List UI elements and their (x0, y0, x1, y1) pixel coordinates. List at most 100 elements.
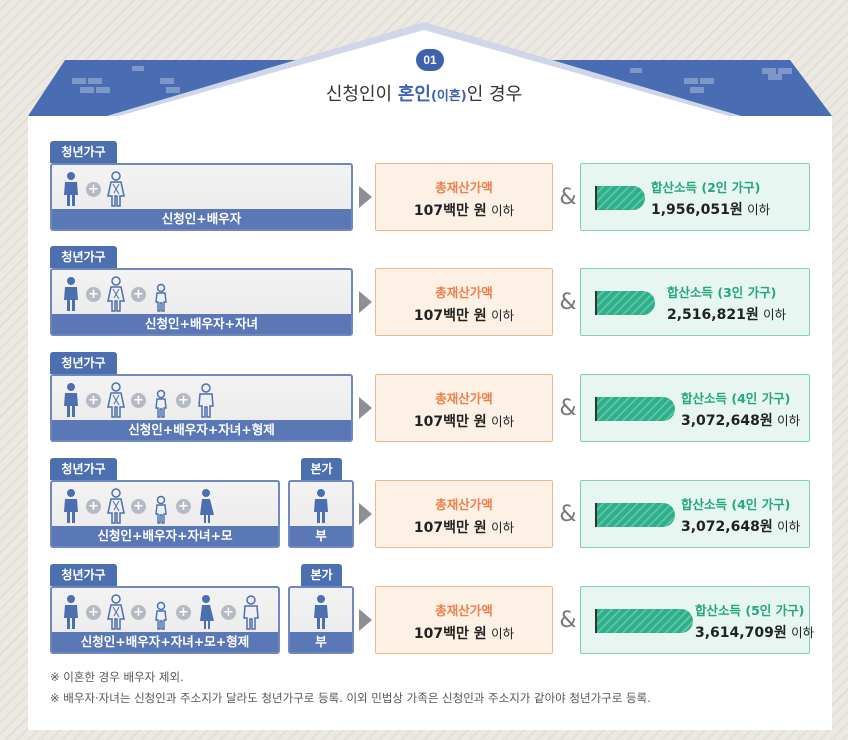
title-prefix: 신청인이 (325, 84, 398, 105)
household-row: 청년가구 + + + + 신청인+배우자+자녀+모+형제 본가 부 총재산가액 … (0, 564, 848, 660)
household-tag: 청년가구 (50, 246, 117, 268)
ampersand: & (559, 290, 577, 315)
income-value: 3,072,648원 이하 (681, 410, 800, 430)
income-bar (595, 503, 675, 527)
arrow-right-icon (359, 503, 372, 525)
income-limit-box: 합산소득 (3인 가구) 2,516,821원 이하 (580, 268, 810, 336)
asset-amount: 107백만 원 (413, 203, 487, 219)
ampersand: & (559, 608, 577, 633)
income-value: 3,614,709원 이하 (695, 622, 814, 642)
ampersand: & (559, 396, 577, 421)
income-limit-box: 합산소득 (4인 가구) 3,072,648원 이하 (580, 374, 810, 442)
member-icons: + + + (60, 488, 217, 524)
applicant-icon (64, 383, 78, 417)
spouse-icon (107, 488, 125, 524)
parent-icons (310, 488, 332, 524)
income-amount: 3,072,648원 (681, 413, 773, 429)
plus-icon: + (131, 604, 146, 620)
household-row: 청년가구 + + + 신청인+배우자+자녀+형제 총재산가액 107백만 원 이… (0, 352, 848, 448)
income-suffix: 이하 (747, 202, 771, 217)
member-icons: + + (60, 276, 172, 312)
income-suffix: 이하 (791, 625, 815, 640)
income-limit-box: 합산소득 (2인 가구) 1,956,051원 이하 (580, 163, 810, 231)
parent-home-caption: 부 (290, 632, 352, 652)
child-icon (155, 389, 167, 418)
asset-title: 총재산가액 (435, 180, 493, 195)
income-amount: 1,956,051원 (651, 202, 743, 218)
title-suffix: 인 경우 (466, 84, 523, 105)
income-value: 2,516,821원 이하 (667, 304, 786, 324)
plus-icon: + (131, 286, 146, 302)
child-icon (155, 495, 167, 524)
applicant-icon (64, 595, 78, 629)
household-members-box: + + + 신청인+배우자+자녀+형제 (50, 374, 353, 442)
income-title: 합산소득 (4인 가구) (681, 391, 791, 406)
plus-icon: + (86, 286, 101, 302)
applicant-icon (64, 277, 78, 311)
asset-title: 총재산가액 (435, 285, 493, 300)
household-tag: 청년가구 (50, 141, 117, 163)
income-suffix: 이하 (777, 519, 801, 534)
sibling-icon (198, 383, 214, 418)
member-icons: + + + (60, 382, 217, 418)
asset-amount: 107백만 원 (413, 626, 487, 642)
asset-amount: 107백만 원 (413, 520, 487, 536)
footnote: ※ 배우자·자녀는 신청인과 주소지가 달라도 청년가구로 등록. 이외 민법상… (50, 691, 651, 705)
asset-title: 총재산가액 (435, 497, 493, 512)
household-row: 청년가구 + 신청인+배우자 총재산가액 107백만 원 이하 & 합산소득 (… (0, 141, 848, 237)
household-row: 청년가구 + + 신청인+배우자+자녀 총재산가액 107백만 원 이하 & 합… (0, 246, 848, 342)
income-value: 1,956,051원 이하 (651, 199, 770, 219)
income-title: 합산소득 (3인 가구) (667, 285, 777, 300)
child-icon (155, 601, 167, 630)
parent-home-tag: 본가 (301, 458, 342, 480)
income-bar (595, 397, 675, 421)
income-value: 3,072,648원 이하 (681, 516, 800, 536)
income-title: 합산소득 (5인 가구) (695, 603, 805, 618)
plus-icon: + (131, 498, 146, 514)
title-highlight: 혼인 (397, 84, 431, 105)
income-amount: 3,072,648원 (681, 519, 773, 535)
father-icon (314, 489, 328, 523)
plus-icon: + (86, 181, 101, 197)
parent-home-tag: 본가 (301, 564, 342, 586)
arrow-right-icon (359, 291, 372, 313)
footnote: ※ 이혼한 경우 배우자 제외. (50, 670, 184, 684)
plus-icon: + (176, 392, 191, 408)
asset-amount: 107백만 원 (413, 308, 487, 324)
asset-limit-box: 총재산가액 107백만 원 이하 (375, 268, 553, 336)
asset-value: 107백만 원 이하 (376, 517, 552, 537)
income-bar (595, 609, 693, 633)
household-members-box: + 신청인+배우자 (50, 163, 353, 231)
household-members-box: + + + 신청인+배우자+자녀+모 (50, 480, 280, 548)
income-suffix: 이하 (777, 413, 801, 428)
spouse-icon (107, 171, 125, 207)
parent-icons (310, 594, 332, 630)
asset-value: 107백만 원 이하 (376, 305, 552, 325)
plus-icon: + (221, 604, 236, 620)
ampersand: & (559, 502, 577, 527)
parent-home-caption: 부 (290, 526, 352, 546)
section-number-badge: 01 (416, 49, 444, 71)
asset-suffix: 이하 (491, 203, 515, 218)
asset-value: 107백만 원 이하 (376, 411, 552, 431)
spouse-icon (107, 382, 125, 418)
income-limit-box: 합산소득 (4인 가구) 3,072,648원 이하 (580, 480, 810, 548)
plus-icon: + (86, 498, 101, 514)
asset-title: 총재산가액 (435, 603, 493, 618)
sibling-icon (243, 595, 259, 630)
asset-limit-box: 총재산가액 107백만 원 이하 (375, 480, 553, 548)
asset-value: 107백만 원 이하 (376, 200, 552, 220)
household-members-box: + + 신청인+배우자+자녀 (50, 268, 353, 336)
plus-icon: + (176, 604, 191, 620)
plus-icon: + (86, 604, 101, 620)
footnotes: ※ 이혼한 경우 배우자 제외. ※ 배우자·자녀는 신청인과 주소지가 달라도… (50, 667, 651, 709)
asset-limit-box: 총재산가액 107백만 원 이하 (375, 374, 553, 442)
income-suffix: 이하 (763, 307, 787, 322)
household-caption: 신청인+배우자+자녀+형제 (52, 420, 351, 440)
mother-icon (200, 489, 214, 523)
plus-icon: + (86, 392, 101, 408)
member-icons: + (60, 171, 127, 207)
title-note: (이혼) (430, 89, 467, 104)
household-tag: 청년가구 (50, 352, 117, 374)
plus-icon: + (131, 392, 146, 408)
